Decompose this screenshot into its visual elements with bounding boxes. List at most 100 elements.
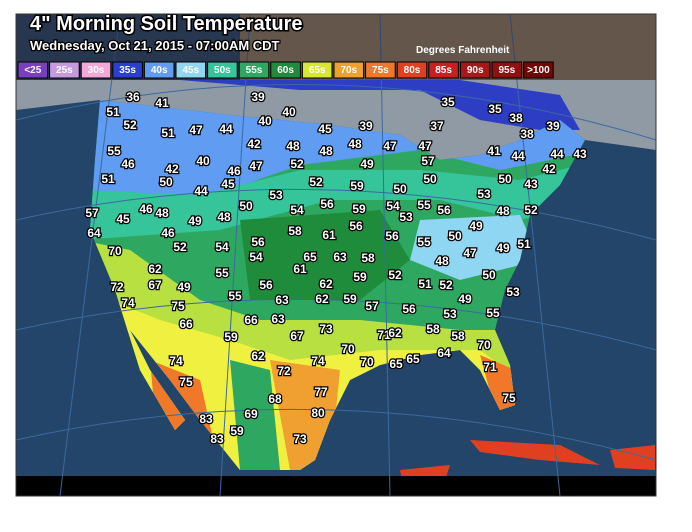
station-reading: 56 bbox=[402, 302, 416, 316]
subtitle: Wednesday, Oct 21, 2015 - 07:00AM CDT bbox=[30, 38, 280, 53]
legend-swatch bbox=[365, 61, 396, 79]
station-reading: 73 bbox=[319, 322, 333, 336]
station-reading: 56 bbox=[385, 229, 399, 243]
station-reading: 55 bbox=[228, 289, 242, 303]
station-reading: 83 bbox=[210, 432, 224, 446]
station-reading: 65 bbox=[389, 357, 403, 371]
station-reading: 62 bbox=[319, 277, 333, 291]
station-reading: 77 bbox=[314, 385, 328, 399]
station-reading: 47 bbox=[383, 139, 397, 153]
station-reading: 44 bbox=[219, 122, 233, 136]
station-reading: 66 bbox=[244, 313, 258, 327]
station-reading: 40 bbox=[282, 105, 296, 119]
legend-swatch bbox=[143, 61, 175, 79]
station-reading: 41 bbox=[487, 144, 501, 158]
station-reading: 55 bbox=[107, 144, 121, 158]
station-reading: 39 bbox=[546, 119, 560, 133]
cold-zone bbox=[180, 80, 580, 130]
station-reading: 59 bbox=[224, 330, 238, 344]
station-reading: 55 bbox=[417, 198, 431, 212]
station-reading: 44 bbox=[194, 184, 208, 198]
station-reading: 49 bbox=[177, 280, 191, 294]
station-reading: 71 bbox=[377, 328, 391, 342]
station-reading: 45 bbox=[318, 122, 332, 136]
station-reading: 47 bbox=[189, 123, 203, 137]
station-reading: 70 bbox=[477, 338, 491, 352]
legend-swatch bbox=[112, 61, 143, 79]
station-reading: 53 bbox=[477, 187, 491, 201]
legend-label: 25s bbox=[56, 65, 73, 76]
station-reading: 57 bbox=[365, 299, 379, 313]
station-reading: 59 bbox=[352, 202, 366, 216]
station-reading: 58 bbox=[451, 329, 465, 343]
station-reading: 40 bbox=[258, 114, 272, 128]
legend-label: 40s bbox=[151, 65, 168, 76]
station-reading: 75 bbox=[502, 391, 516, 405]
station-reading: 52 bbox=[524, 203, 538, 217]
title: 4" Morning Soil Temperature bbox=[30, 13, 302, 35]
station-reading: 42 bbox=[542, 162, 556, 176]
station-reading: 51 bbox=[106, 105, 120, 119]
station-reading: 40 bbox=[196, 154, 210, 168]
station-reading: 35 bbox=[441, 95, 455, 109]
station-reading: 45 bbox=[116, 212, 130, 226]
station-reading: 50 bbox=[498, 172, 512, 186]
station-reading: 37 bbox=[430, 119, 444, 133]
station-reading: 49 bbox=[360, 157, 374, 171]
station-reading: 51 bbox=[517, 237, 531, 251]
station-reading: 50 bbox=[159, 175, 173, 189]
station-reading: 48 bbox=[286, 139, 300, 153]
station-reading: 50 bbox=[448, 229, 462, 243]
station-reading: 52 bbox=[173, 240, 187, 254]
legend-swatch bbox=[238, 61, 270, 79]
station-reading: 65 bbox=[303, 250, 317, 264]
station-reading: 53 bbox=[443, 307, 457, 321]
station-reading: 56 bbox=[251, 235, 265, 249]
station-reading: 64 bbox=[437, 346, 451, 360]
legend-label: 50s bbox=[214, 65, 231, 76]
station-reading: 62 bbox=[148, 262, 162, 276]
legend-label: 30s bbox=[88, 65, 105, 76]
station-reading: 36 bbox=[126, 90, 140, 104]
station-reading: 62 bbox=[251, 349, 265, 363]
station-reading: 44 bbox=[511, 149, 525, 163]
legend-label: 80s bbox=[404, 65, 421, 76]
legend-label: 55s bbox=[246, 65, 263, 76]
station-reading: 57 bbox=[421, 154, 435, 168]
station-reading: 57 bbox=[85, 206, 99, 220]
station-reading: 42 bbox=[165, 162, 179, 176]
legend-swatch bbox=[523, 61, 554, 79]
station-reading: 68 bbox=[268, 392, 282, 406]
station-reading: 59 bbox=[230, 424, 244, 438]
legend-swatch bbox=[207, 61, 238, 79]
station-reading: 54 bbox=[215, 240, 229, 254]
station-reading: 62 bbox=[315, 292, 329, 306]
station-reading: 52 bbox=[123, 118, 137, 132]
station-reading: 46 bbox=[161, 226, 175, 240]
station-reading: 50 bbox=[393, 182, 407, 196]
station-reading: 58 bbox=[361, 251, 375, 265]
station-reading: 48 bbox=[217, 210, 231, 224]
station-reading: 52 bbox=[309, 175, 323, 189]
station-reading: 74 bbox=[121, 296, 135, 310]
legend-swatch bbox=[333, 61, 365, 79]
station-reading: 48 bbox=[155, 206, 169, 220]
station-reading: 46 bbox=[121, 157, 135, 171]
station-reading: 48 bbox=[319, 144, 333, 158]
station-reading: 46 bbox=[139, 202, 153, 216]
station-reading: 42 bbox=[247, 137, 261, 151]
station-reading: 64 bbox=[87, 226, 101, 240]
legend-label: 65s bbox=[309, 65, 326, 76]
station-reading: 48 bbox=[348, 137, 362, 151]
station-reading: 47 bbox=[249, 159, 263, 173]
station-reading: 74 bbox=[311, 354, 325, 368]
legend-swatch bbox=[17, 61, 49, 79]
station-reading: 51 bbox=[161, 126, 175, 140]
station-reading: 45 bbox=[221, 177, 235, 191]
station-reading: 74 bbox=[169, 354, 183, 368]
legend-swatch bbox=[80, 61, 112, 79]
station-reading: 54 bbox=[290, 203, 304, 217]
legend-swatch bbox=[270, 61, 301, 79]
station-reading: 67 bbox=[148, 278, 162, 292]
